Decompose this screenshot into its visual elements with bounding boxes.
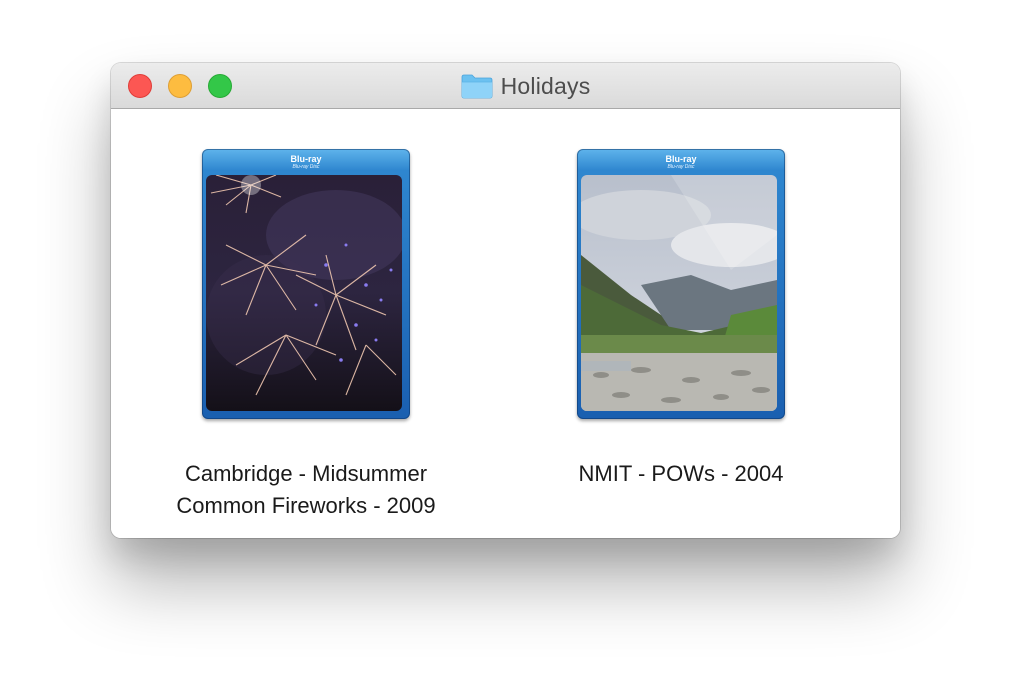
file-name-line-1: Cambridge - Midsummer bbox=[184, 461, 428, 486]
bluray-logo-text: Blu-ray bbox=[665, 153, 697, 164]
finder-window: Holidays Blu-ray Blu-ray Disc bbox=[111, 63, 900, 538]
bluray-logo: Blu-ray Blu-ray Disc bbox=[202, 149, 410, 175]
bluray-mountain-valley-cover[interactable]: Blu-ray Blu-ray Disc bbox=[577, 149, 785, 419]
file-name-line-2: Common Fireworks - 2009 bbox=[176, 493, 436, 518]
close-button[interactable] bbox=[128, 74, 152, 98]
window-title: Holidays bbox=[500, 72, 591, 99]
file-item-nmit[interactable]: Blu-ray Blu-ray Disc bbox=[521, 109, 841, 538]
folder-icon bbox=[461, 74, 492, 99]
window-title-group: Holidays bbox=[111, 63, 900, 109]
bluray-logo: Blu-ray Blu-ray Disc bbox=[577, 149, 785, 175]
mountain-valley-thumbnail bbox=[581, 175, 777, 411]
file-name-label[interactable]: NMIT - POWs - 2004 bbox=[521, 458, 841, 490]
title-bar[interactable]: Holidays bbox=[111, 63, 900, 109]
file-name-label[interactable]: Cambridge - Midsummer Common Fireworks -… bbox=[146, 458, 466, 522]
bluray-logo-subtext: Blu-ray Disc bbox=[667, 163, 695, 170]
minimize-button[interactable] bbox=[168, 74, 192, 98]
fireworks-thumbnail bbox=[206, 175, 402, 411]
icon-view: Blu-ray Blu-ray Disc bbox=[111, 109, 900, 538]
bluray-logo-subtext: Blu-ray Disc bbox=[292, 163, 320, 170]
bluray-logo-text: Blu-ray bbox=[290, 153, 322, 164]
file-name-line-1: NMIT - POWs - 2004 bbox=[578, 461, 784, 486]
zoom-button[interactable] bbox=[208, 74, 232, 98]
file-item-cambridge[interactable]: Blu-ray Blu-ray Disc bbox=[146, 109, 466, 538]
bluray-fireworks-cover[interactable]: Blu-ray Blu-ray Disc bbox=[202, 149, 410, 419]
